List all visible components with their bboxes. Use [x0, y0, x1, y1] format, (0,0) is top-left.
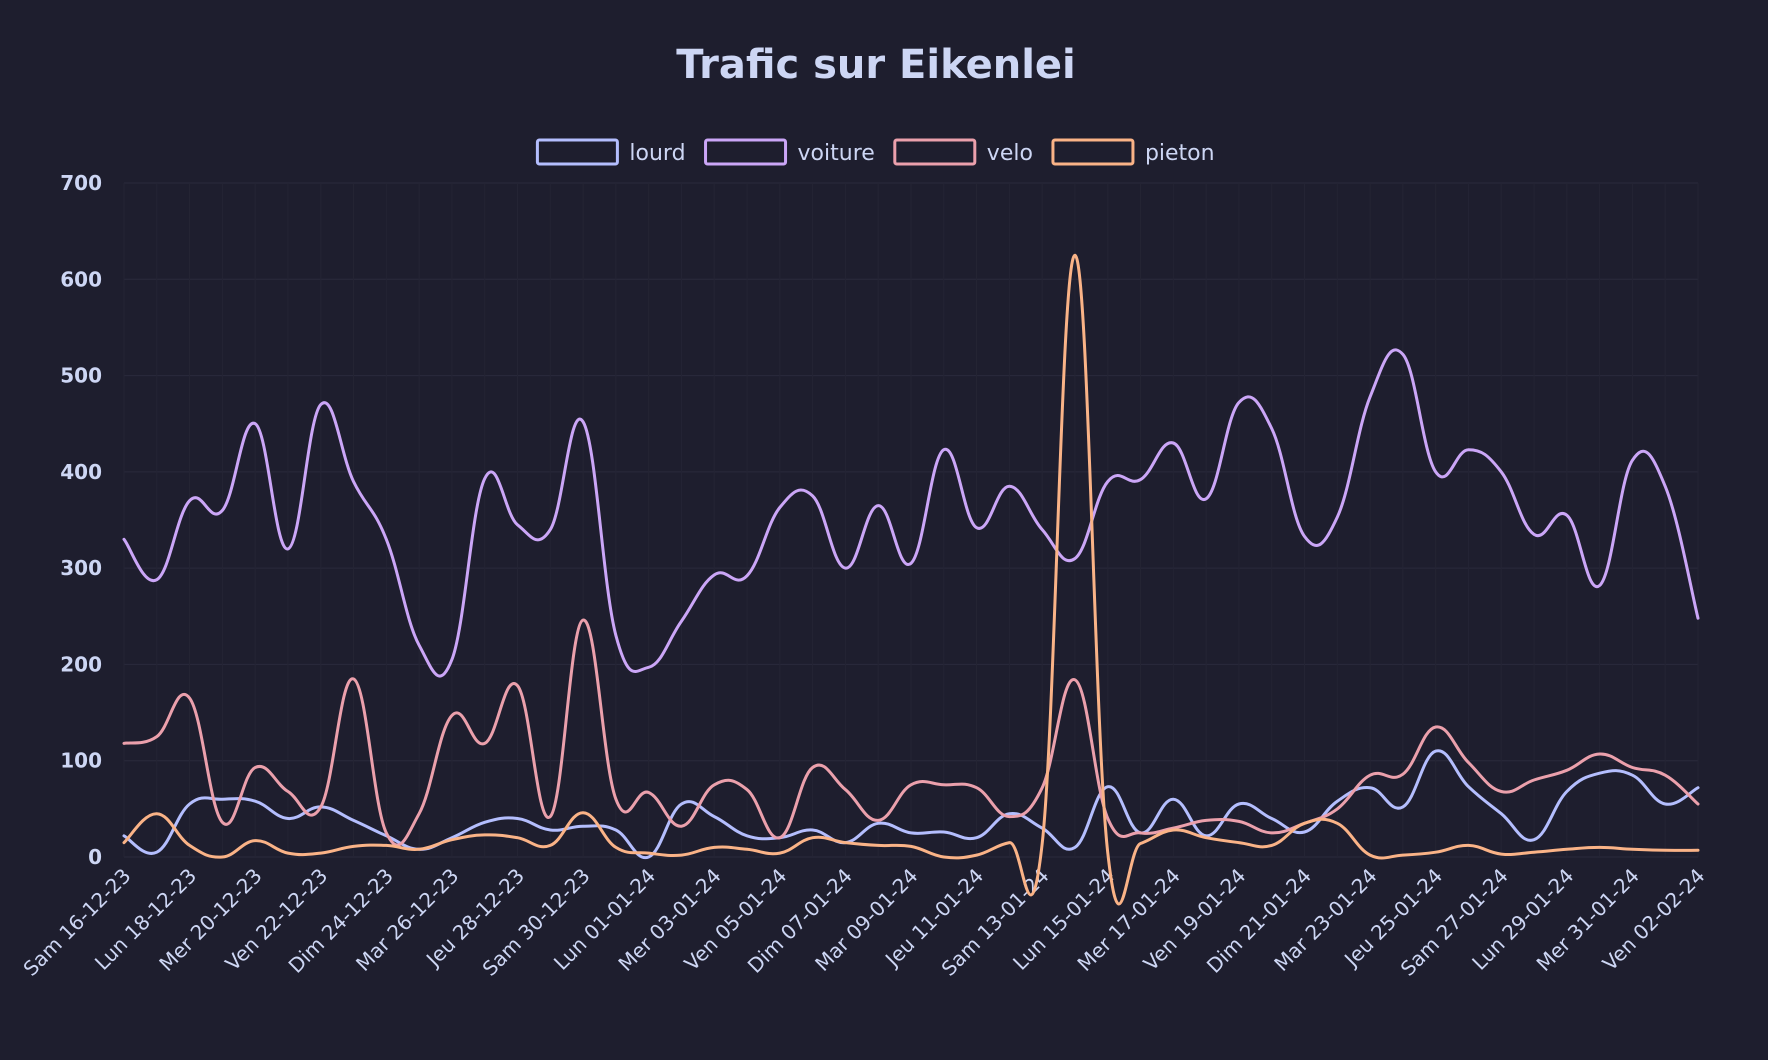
legend-label: voiture	[798, 141, 875, 166]
y-tick-label: 0	[88, 845, 102, 869]
legend-item-pieton[interactable]: pieton	[1051, 138, 1215, 166]
legend-swatch	[704, 138, 788, 166]
legend-label: pieton	[1145, 141, 1215, 166]
legend-swatch	[893, 138, 977, 166]
chart-title: Trafic sur Eikenlei	[676, 42, 1076, 88]
y-axis: 0 100 200 300 400 500 600 700	[60, 171, 102, 869]
legend-label: velo	[987, 141, 1033, 166]
y-tick-label: 600	[60, 267, 102, 291]
y-tick-label: 200	[60, 652, 102, 676]
series-line-voiture	[122, 348, 1700, 678]
series-lines	[122, 253, 1700, 906]
y-tick-label: 400	[60, 460, 102, 484]
legend-swatch	[535, 138, 619, 166]
y-tick-label: 300	[60, 556, 102, 580]
legend-label: lourd	[629, 141, 685, 166]
legend-swatch	[1051, 138, 1135, 166]
legend-item-lourd[interactable]: lourd	[535, 138, 686, 166]
y-tick-label: 500	[60, 364, 102, 388]
series-line-pieton	[122, 253, 1700, 906]
y-tick-label: 700	[60, 171, 102, 195]
legend-item-velo[interactable]: velo	[893, 138, 1033, 166]
legend: lourd voiture velo pieton	[535, 138, 1215, 166]
y-tick-label: 100	[60, 749, 102, 773]
series-line-velo	[122, 618, 1700, 847]
legend-item-voiture[interactable]: voiture	[704, 138, 875, 166]
